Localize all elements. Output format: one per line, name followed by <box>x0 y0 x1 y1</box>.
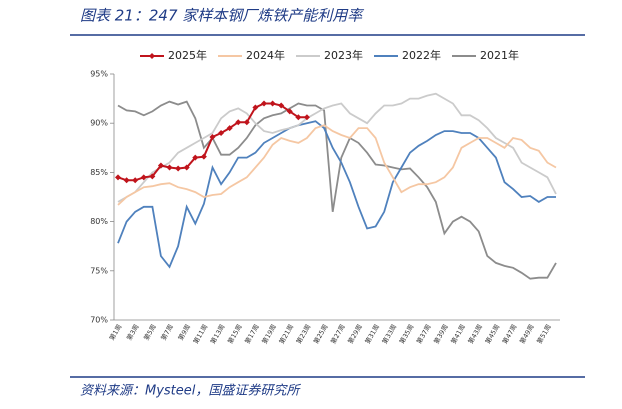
point-marker <box>192 154 199 161</box>
x-tick-label: 第21周 <box>277 323 295 346</box>
point-marker <box>303 114 310 121</box>
point-marker <box>226 125 233 132</box>
point-marker <box>123 177 130 184</box>
series-line <box>117 92 557 203</box>
x-tick-label: 第27周 <box>328 323 346 346</box>
x-tick-label: 第19周 <box>260 323 278 346</box>
legend-label: 2025年 <box>168 48 207 62</box>
y-tick-label: 95% <box>90 70 108 79</box>
point-marker <box>286 108 293 115</box>
x-tick-label: 第17周 <box>242 323 260 346</box>
legend-label: 2022年 <box>402 48 441 62</box>
x-tick-label: 第35周 <box>397 323 415 346</box>
point-marker <box>252 104 259 111</box>
x-tick-label: 第25周 <box>311 323 329 346</box>
x-tick-label: 第31周 <box>363 323 381 346</box>
y-tick-label: 90% <box>90 119 108 128</box>
legend-label: 2021年 <box>480 48 519 62</box>
series-line <box>117 100 557 280</box>
point-marker <box>295 114 302 121</box>
x-tick-label: 第33周 <box>380 323 398 346</box>
point-marker <box>261 100 267 107</box>
point-marker <box>218 130 225 137</box>
x-tick-label: 第3周 <box>124 323 140 342</box>
legend-label: 2024年 <box>246 48 285 62</box>
point-marker <box>157 162 164 169</box>
point-marker <box>278 102 285 109</box>
point-marker <box>132 177 139 184</box>
point-marker <box>235 119 242 126</box>
x-tick-label: 第37周 <box>414 323 432 346</box>
point-marker <box>243 119 250 126</box>
series-line <box>117 120 556 269</box>
y-tick-label: 85% <box>90 168 108 177</box>
x-tick-label: 第1周 <box>107 323 123 342</box>
x-tick-label: 第39周 <box>431 323 449 346</box>
x-tick-label: 第7周 <box>159 323 175 342</box>
point-marker <box>115 174 121 181</box>
legend-label: 2023年 <box>324 48 363 62</box>
x-tick-label: 第9周 <box>176 323 192 342</box>
x-tick-label: 第47周 <box>500 323 518 346</box>
x-tick-label: 第5周 <box>141 323 157 342</box>
x-tick-label: 第43周 <box>466 323 484 346</box>
x-tick-label: 第13周 <box>208 323 226 346</box>
x-tick-label: 第49周 <box>517 323 535 346</box>
point-marker <box>140 174 147 181</box>
point-marker <box>200 153 207 160</box>
y-tick-label: 80% <box>90 217 108 226</box>
point-marker <box>166 164 173 171</box>
point-marker <box>149 173 156 180</box>
source: 资料来源：Mysteel，国盛证券研究所 <box>80 383 301 399</box>
x-tick-label: 第15周 <box>225 323 243 346</box>
legend-marker <box>149 53 155 59</box>
chart-title: 图表 21：247 家样本钢厂炼铁产能利用率 <box>80 7 364 25</box>
x-tick-label: 第23周 <box>294 323 312 346</box>
point-marker <box>209 133 216 140</box>
y-tick-label: 70% <box>90 316 108 325</box>
y-tick-label: 75% <box>90 266 108 275</box>
point-marker <box>175 165 182 172</box>
x-tick-label: 第11周 <box>191 323 209 346</box>
series-line <box>117 124 557 206</box>
x-tick-label: 第41周 <box>449 323 467 346</box>
x-tick-label: 第45周 <box>483 322 501 345</box>
x-tick-label: 第51周 <box>534 323 552 346</box>
point-marker <box>183 164 190 171</box>
x-tick-label: 第29周 <box>345 323 363 346</box>
point-marker <box>269 100 276 107</box>
